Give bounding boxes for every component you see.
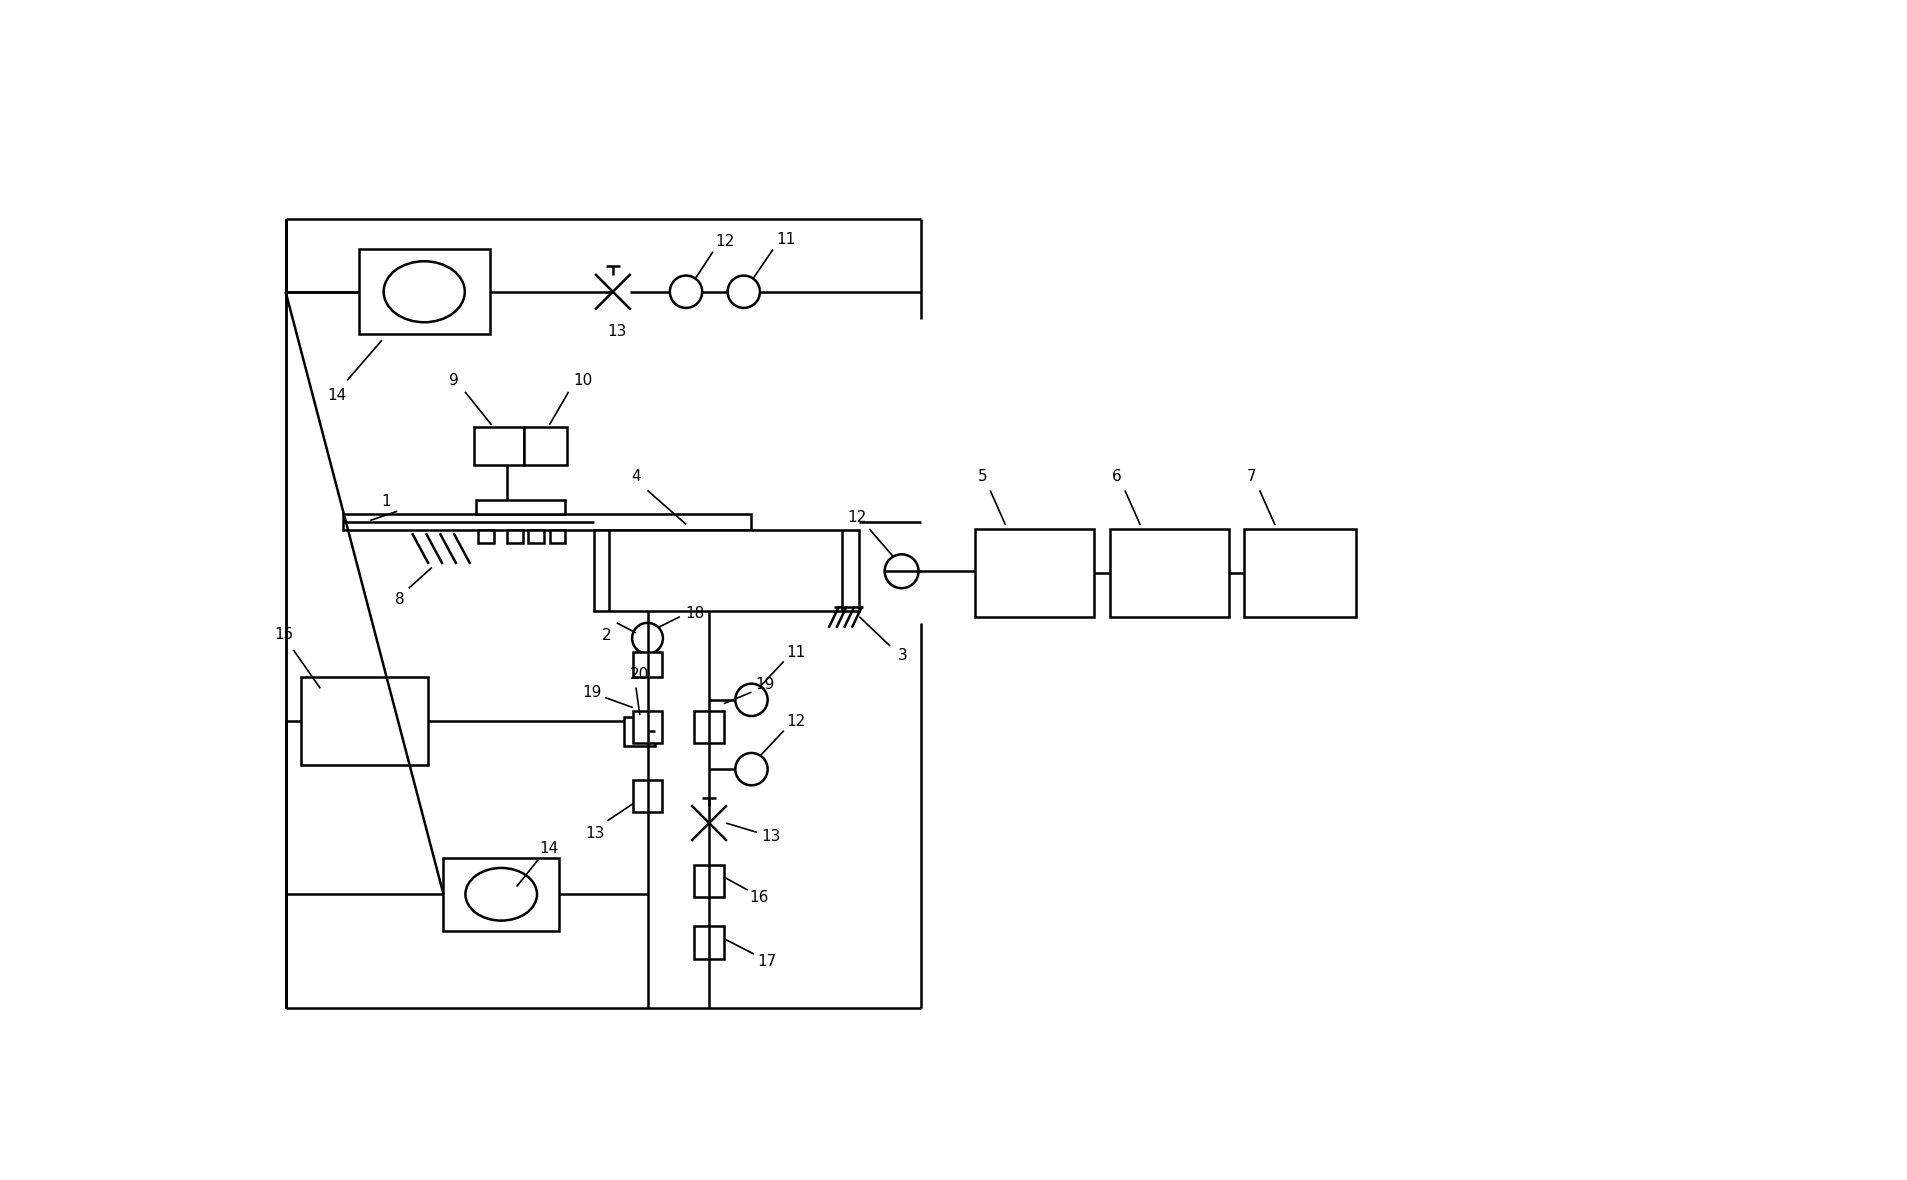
- Text: 9: 9: [450, 373, 460, 388]
- Bar: [442, 858, 559, 931]
- Text: 13: 13: [761, 830, 780, 845]
- Bar: [507, 531, 523, 543]
- Circle shape: [734, 753, 767, 786]
- Bar: [694, 865, 723, 897]
- Text: 10: 10: [572, 373, 591, 388]
- Circle shape: [734, 683, 767, 716]
- Circle shape: [727, 276, 759, 308]
- Text: 15: 15: [275, 627, 294, 642]
- Bar: [694, 710, 723, 743]
- Ellipse shape: [465, 868, 536, 920]
- Text: 7: 7: [1247, 468, 1257, 484]
- Bar: [624, 716, 654, 746]
- Bar: [593, 531, 858, 611]
- Bar: [694, 926, 723, 958]
- Text: 6: 6: [1112, 468, 1121, 484]
- Circle shape: [631, 623, 662, 654]
- Text: 8: 8: [395, 592, 404, 608]
- Text: 14: 14: [328, 388, 347, 404]
- Circle shape: [885, 555, 917, 588]
- Text: 3: 3: [898, 648, 908, 663]
- Text: 4: 4: [631, 468, 641, 484]
- Ellipse shape: [383, 261, 465, 322]
- Bar: [475, 499, 564, 513]
- Text: 13: 13: [606, 324, 625, 340]
- Bar: [633, 780, 662, 812]
- Bar: [343, 513, 751, 531]
- Text: 18: 18: [685, 607, 704, 621]
- Bar: [301, 677, 427, 766]
- Bar: [1243, 529, 1356, 617]
- Circle shape: [669, 276, 702, 308]
- Bar: [475, 426, 524, 465]
- Text: 12: 12: [715, 234, 734, 249]
- Bar: [524, 426, 566, 465]
- Text: 11: 11: [786, 644, 805, 660]
- Text: 11: 11: [776, 232, 795, 247]
- Text: 14: 14: [540, 840, 559, 856]
- Bar: [359, 249, 490, 334]
- Bar: [479, 531, 494, 543]
- Text: 16: 16: [749, 890, 769, 905]
- Bar: [974, 529, 1093, 617]
- Bar: [633, 653, 662, 677]
- Text: 20: 20: [629, 667, 648, 682]
- Bar: [633, 710, 662, 743]
- Bar: [1110, 529, 1228, 617]
- Bar: [528, 531, 543, 543]
- Bar: [549, 531, 564, 543]
- Text: 2: 2: [601, 629, 612, 643]
- Text: 12: 12: [786, 714, 805, 729]
- Text: 1: 1: [381, 494, 391, 510]
- Text: 19: 19: [755, 677, 774, 691]
- Text: 12: 12: [847, 510, 866, 525]
- Text: 13: 13: [585, 826, 605, 840]
- Text: 17: 17: [757, 955, 776, 969]
- Text: 5: 5: [976, 468, 986, 484]
- Text: 19: 19: [582, 684, 601, 700]
